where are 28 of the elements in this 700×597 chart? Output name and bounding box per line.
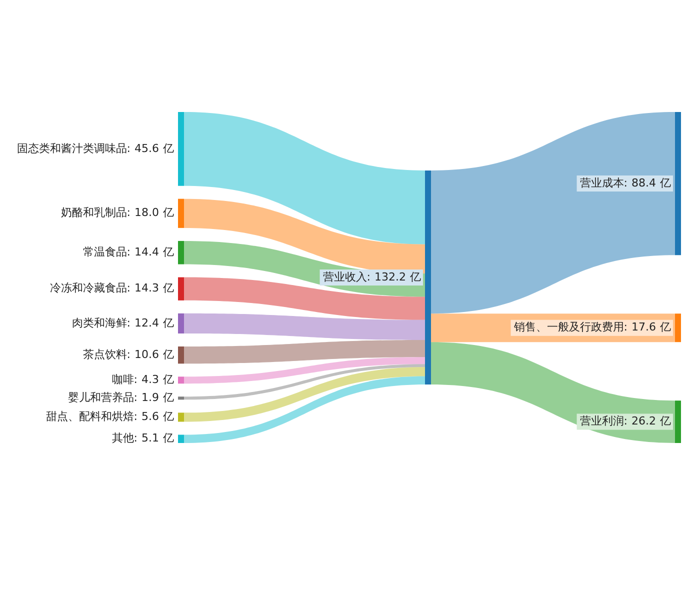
data-label: : 14.3 亿	[126, 282, 174, 295]
data-label: : 1.9 亿	[134, 391, 174, 404]
category-label: 营业成本	[580, 176, 624, 190]
category-label: 营业收入	[322, 270, 367, 284]
data-label: : 88.4 亿	[624, 176, 671, 190]
category-label: 营业利润	[580, 414, 624, 428]
data-label: : 12.4 亿	[126, 316, 174, 330]
category-label: 奶酪和乳制品	[60, 206, 127, 220]
category-label: 婴儿和营养品	[68, 391, 134, 404]
data-label: : 45.6 亿	[126, 142, 174, 155]
category-label: 肉类和海鲜	[72, 316, 127, 330]
category-label: 销售、一般及行政费用	[512, 320, 624, 334]
data-label: : 5.1 亿	[134, 432, 174, 445]
data-label: : 132.2 亿	[366, 270, 421, 284]
category-label: 咖啡	[112, 372, 134, 386]
category-label: 茶点饮料	[82, 348, 127, 361]
data-label: : 4.3 亿	[134, 372, 174, 386]
category-label: 其他	[112, 432, 134, 445]
category-label: 冷冻和冷藏食品	[50, 282, 127, 295]
category-label: 固态类和酱汁类调味品	[16, 142, 127, 155]
data-label: : 17.6 亿	[624, 320, 671, 334]
category-label: 甜点、配料和烘焙	[46, 410, 134, 424]
data-label: : 18.0 亿	[126, 206, 174, 220]
category-label: 常温食品	[82, 245, 127, 258]
data-label: : 26.2 亿	[624, 414, 671, 428]
data-label: : 5.6 亿	[134, 410, 174, 424]
data-label: : 10.6 亿	[126, 348, 174, 361]
data-label: : 14.4 亿	[126, 245, 174, 258]
